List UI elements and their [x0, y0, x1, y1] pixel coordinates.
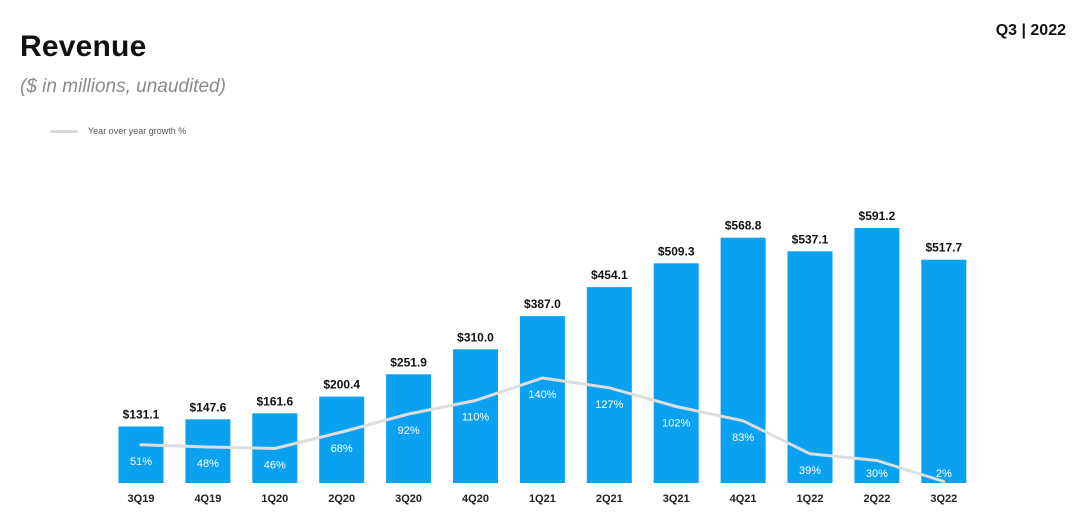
revenue-bar-4q21: [720, 237, 766, 483]
revenue-bar-3q21: [653, 263, 699, 483]
revenue-bar-2q20: [319, 396, 365, 483]
labels-layer: $131.1 3Q19 $147.6 4Q19 $161.6 1Q20 $200.4 2Q20…: [123, 209, 963, 505]
category-label-3q22: 3Q22: [930, 493, 957, 505]
category-label-3q21: 3Q21: [663, 493, 690, 505]
revenue-bar-4q19: [185, 419, 231, 483]
growth-label-3q20: 92%: [398, 425, 420, 437]
revenue-bar-1q22: [787, 251, 833, 483]
category-label-2q22: 2Q22: [863, 493, 890, 505]
growth-label-2q21: 127%: [595, 399, 623, 411]
growth-label-4q19: 48%: [197, 458, 219, 470]
period-label: Q3 | 2022: [995, 22, 1066, 39]
bar-value-label-1q20: $161.6: [256, 394, 293, 408]
bar-value-label-3q20: $251.9: [390, 355, 427, 369]
bar-value-label-4q19: $147.6: [190, 400, 227, 414]
bar-value-label-2q20: $200.4: [323, 378, 360, 392]
growth-line: [139, 376, 946, 483]
legend: Year over year growth %: [50, 126, 186, 136]
category-label-2q21: 2Q21: [596, 493, 623, 505]
bar-value-label-2q22: $591.2: [859, 209, 896, 223]
growth-label-3q22: 2%: [936, 468, 952, 480]
growth-label-1q20: 46%: [264, 460, 286, 472]
revenue-bar-3q19: [118, 426, 164, 483]
bar-value-label-3q21: $509.3: [658, 244, 695, 258]
bar-value-label-1q21: $387.0: [524, 297, 561, 311]
bars-layer: [118, 228, 967, 483]
category-label-1q21: 1Q21: [529, 493, 556, 505]
bar-value-label-3q19: $131.1: [123, 408, 160, 422]
category-label-3q20: 3Q20: [395, 493, 422, 505]
revenue-bar-2q22: [854, 228, 900, 483]
growth-label-4q20: 110%: [462, 412, 490, 424]
growth-label-3q19: 51%: [130, 456, 152, 468]
bar-value-label-4q21: $568.8: [725, 219, 762, 233]
category-label-4q19: 4Q19: [194, 493, 221, 505]
chart-title: Revenue: [20, 30, 147, 63]
category-label-4q21: 4Q21: [730, 493, 757, 505]
growth-label-3q21: 102%: [662, 418, 690, 430]
growth-label-1q21: 140%: [528, 389, 556, 401]
bar-value-label-1q22: $537.1: [792, 232, 829, 246]
legend-line-swatch: [50, 129, 78, 133]
revenue-bar-1q21: [519, 316, 565, 483]
category-label-3q19: 3Q19: [128, 493, 155, 505]
revenue-bar-3q22: [921, 259, 967, 483]
growth-label-4q21: 83%: [732, 432, 754, 444]
bar-value-label-3q22: $517.7: [925, 241, 962, 255]
bar-value-label-4q20: $310.0: [457, 330, 494, 344]
category-label-2q20: 2Q20: [328, 493, 355, 505]
category-label-4q20: 4Q20: [462, 493, 489, 505]
growth-line-layer: [139, 376, 946, 483]
growth-label-1q22: 39%: [799, 465, 821, 477]
category-label-1q22: 1Q22: [797, 493, 824, 505]
category-label-1q20: 1Q20: [261, 493, 288, 505]
growth-label-2q20: 68%: [331, 443, 353, 455]
bar-value-label-2q21: $454.1: [591, 268, 628, 282]
chart-subtitle: ($ in millions, unaudited): [20, 76, 226, 97]
revenue-bar-4q20: [453, 349, 498, 483]
growth-label-2q22: 30%: [866, 468, 888, 480]
legend-label-growth: Year over year growth %: [88, 126, 187, 136]
revenue-bar-3q20: [386, 374, 432, 483]
